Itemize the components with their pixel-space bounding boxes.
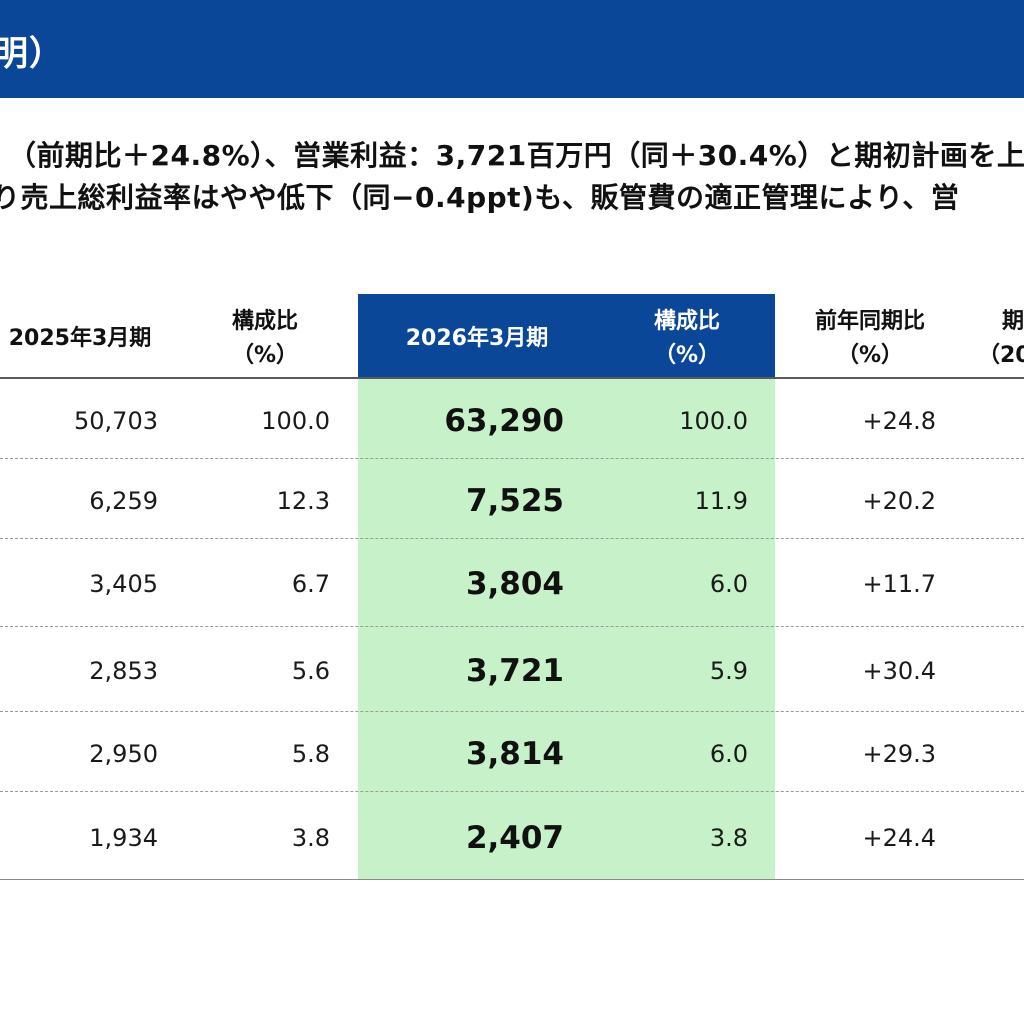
header-plan: 期 （20 bbox=[978, 309, 1024, 368]
curr-ratio-cell: 6.0 bbox=[709, 570, 748, 598]
current-period-header-bg bbox=[358, 294, 775, 378]
table-bottom-border bbox=[0, 879, 1024, 880]
header-curr-ratio: 構成比 （%） bbox=[653, 309, 721, 368]
summary-line-1: （前期比＋24.8%）、営業利益：3,721百万円（同＋30.4%）と期初計画を… bbox=[8, 139, 1024, 172]
row-divider bbox=[0, 626, 1024, 627]
prev-value-cell: 1,934 bbox=[89, 824, 158, 852]
curr-value-cell: 2,407 bbox=[465, 820, 564, 856]
prev-ratio-cell: 5.6 bbox=[291, 657, 330, 685]
page-title: 明） bbox=[0, 34, 64, 74]
summary-line-2: り売上総利益率はやや低下（同−0.4ppt)も、販管費の適正管理により、営 bbox=[0, 181, 960, 214]
yoy-cell: +29.3 bbox=[862, 740, 936, 768]
yoy-cell: +24.4 bbox=[862, 824, 936, 852]
curr-value-cell: 3,814 bbox=[465, 736, 564, 772]
header-divider bbox=[0, 377, 1024, 379]
row-divider bbox=[0, 791, 1024, 792]
row-divider bbox=[0, 538, 1024, 539]
curr-value-cell: 63,290 bbox=[444, 403, 564, 439]
prev-value-cell: 2,950 bbox=[89, 740, 158, 768]
header-yoy: 前年同期比 （%） bbox=[814, 309, 925, 368]
header-prev-period: 2025年3月期 bbox=[8, 326, 152, 351]
prev-value-cell: 50,703 bbox=[74, 407, 158, 435]
prev-ratio-cell: 100.0 bbox=[261, 407, 330, 435]
curr-ratio-cell: 100.0 bbox=[679, 407, 748, 435]
current-period-column-bg bbox=[358, 378, 775, 879]
yoy-cell: +24.8 bbox=[862, 407, 936, 435]
curr-ratio-cell: 6.0 bbox=[709, 740, 748, 768]
prev-value-cell: 3,405 bbox=[89, 570, 158, 598]
prev-ratio-cell: 5.8 bbox=[291, 740, 330, 768]
curr-ratio-cell: 5.9 bbox=[709, 657, 748, 685]
row-divider bbox=[0, 458, 1024, 459]
title-banner: 明） bbox=[0, 0, 1024, 98]
curr-ratio-cell: 11.9 bbox=[694, 487, 748, 515]
prev-ratio-cell: 3.8 bbox=[291, 824, 330, 852]
row-divider bbox=[0, 711, 1024, 712]
yoy-cell: +30.4 bbox=[862, 657, 936, 685]
header-curr-period: 2026年3月期 bbox=[405, 326, 549, 351]
yoy-cell: +20.2 bbox=[862, 487, 936, 515]
prev-value-cell: 2,853 bbox=[89, 657, 158, 685]
prev-ratio-cell: 12.3 bbox=[276, 487, 330, 515]
curr-ratio-cell: 3.8 bbox=[709, 824, 748, 852]
curr-value-cell: 3,804 bbox=[465, 566, 564, 602]
curr-value-cell: 3,721 bbox=[465, 653, 564, 689]
prev-value-cell: 6,259 bbox=[89, 487, 158, 515]
yoy-cell: +11.7 bbox=[862, 570, 936, 598]
prev-ratio-cell: 6.7 bbox=[291, 570, 330, 598]
header-prev-ratio: 構成比 （%） bbox=[231, 309, 299, 368]
curr-value-cell: 7,525 bbox=[465, 483, 564, 519]
